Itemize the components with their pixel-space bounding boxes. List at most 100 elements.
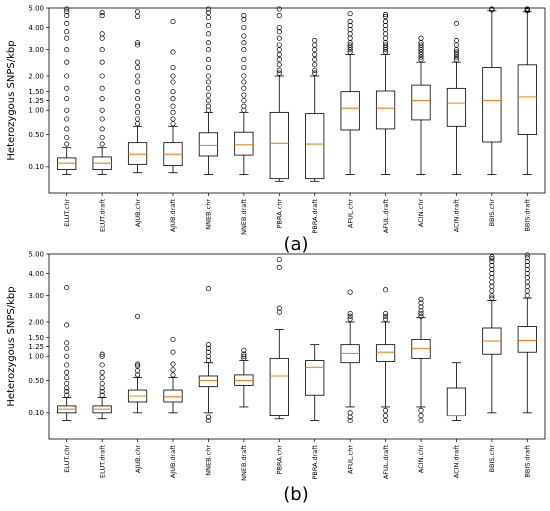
outlier-point (99, 351, 105, 357)
box-bbis-draft (517, 252, 537, 414)
outlier-point (312, 67, 318, 73)
outlier-point (276, 47, 282, 53)
box-aful-chr (340, 11, 360, 175)
outlier-point (135, 42, 141, 48)
outlier-point (347, 49, 353, 55)
outlier-point (170, 18, 176, 24)
outlier-point (383, 35, 389, 41)
y-tick-label: 2.00 (28, 318, 44, 326)
outlier-point (524, 6, 530, 12)
outlier-point (64, 116, 70, 122)
outlier-point (383, 310, 389, 317)
box-elut-chr (57, 285, 77, 421)
y-tick-label: 0.10 (28, 163, 44, 171)
outlier-point (347, 18, 353, 24)
outlier-point (383, 42, 389, 48)
outlier-point (241, 85, 247, 91)
outlier-point (489, 283, 495, 289)
outlier-point (383, 417, 389, 424)
outlier-point (170, 372, 176, 378)
iqr-box (269, 111, 289, 180)
box-nneb-draft (234, 347, 254, 408)
outlier-point (276, 35, 282, 41)
x-tick-label: PBRA.draft (311, 199, 319, 234)
outlier-point (383, 313, 389, 319)
outlier-point (312, 42, 318, 48)
x-tick-label: AJUB.draft (169, 445, 177, 479)
x-tick-label: ACIN.draft (453, 445, 461, 479)
outlier-point (64, 285, 70, 291)
y-tick-label: 1.25 (28, 343, 44, 351)
outlier-point (347, 417, 353, 424)
outlier-point (383, 287, 389, 293)
outlier-point (241, 107, 247, 113)
outlier-point (312, 62, 318, 68)
y-tick-label: 1.25 (28, 97, 44, 105)
x-tick-label: BBIS.draft (523, 199, 531, 232)
outlier-point (205, 40, 211, 46)
outlier-point (241, 24, 247, 31)
outlier-point (64, 73, 70, 79)
outlier-point (241, 47, 247, 53)
iqr-box (375, 344, 396, 362)
outlier-point (347, 22, 353, 29)
outlier-point (418, 52, 424, 58)
outlier-point (418, 300, 424, 306)
outlier-point (205, 10, 211, 16)
outlier-point (205, 349, 211, 355)
x-tick-label: AFUL.chr (346, 199, 354, 228)
x-tick-label: ELUT.draft (98, 199, 106, 232)
outlier-point (170, 96, 176, 102)
box-nneb-draft (234, 13, 254, 175)
outlier-point (524, 262, 530, 269)
box-pbra-chr (269, 6, 289, 182)
box-ajub-draft (163, 18, 183, 174)
x-tick-label: ACIN.draft (453, 199, 461, 233)
outlier-point (170, 64, 176, 71)
outlier-point (241, 13, 247, 19)
y-tick-label: 5.00 (28, 4, 44, 12)
outlier-point (524, 266, 530, 272)
box-elut-chr (57, 6, 77, 175)
outlier-point (205, 85, 211, 91)
outlier-point (135, 89, 141, 95)
y-tick-label: 3.00 (28, 46, 44, 54)
outlier-point (276, 6, 282, 12)
outlier-point (170, 79, 176, 85)
outlier-point (135, 79, 141, 85)
outlier-point (524, 288, 530, 294)
outlier-point (205, 6, 211, 12)
outlier-point (453, 52, 459, 58)
outlier-point (99, 388, 105, 395)
x-tick-label: ELUT.chr (63, 445, 71, 473)
y-tick-label: 3.00 (28, 292, 44, 300)
x-tick-label: PBRA.draft (311, 445, 319, 480)
x-tick-label: NNEB.draft (240, 199, 248, 235)
outlier-point (453, 20, 459, 26)
outlier-point (99, 353, 105, 359)
panel-label: (a) (283, 234, 308, 255)
outlier-point (241, 79, 247, 85)
box-nneb-chr (198, 6, 219, 175)
outlier-point (347, 316, 353, 322)
outlier-point (99, 392, 105, 398)
y-tick-label: 1.50 (28, 88, 44, 96)
outlier-point (99, 375, 105, 381)
outlier-point (418, 57, 424, 63)
outlier-point (99, 59, 105, 65)
outlier-point (524, 275, 530, 281)
box-aful-draft (375, 287, 396, 424)
outlier-point (524, 259, 530, 265)
box-pbra-chr (269, 257, 289, 420)
outlier-point (205, 64, 211, 71)
outlier-point (241, 57, 247, 63)
box-aful-chr (340, 289, 360, 424)
outlier-point (64, 340, 70, 346)
outlier-point (241, 103, 247, 109)
iqr-box (305, 360, 325, 396)
outlier-point (64, 126, 70, 132)
outlier-point (205, 73, 211, 79)
outlier-point (241, 347, 247, 353)
outlier-point (205, 417, 211, 424)
outlier-point (489, 256, 495, 262)
